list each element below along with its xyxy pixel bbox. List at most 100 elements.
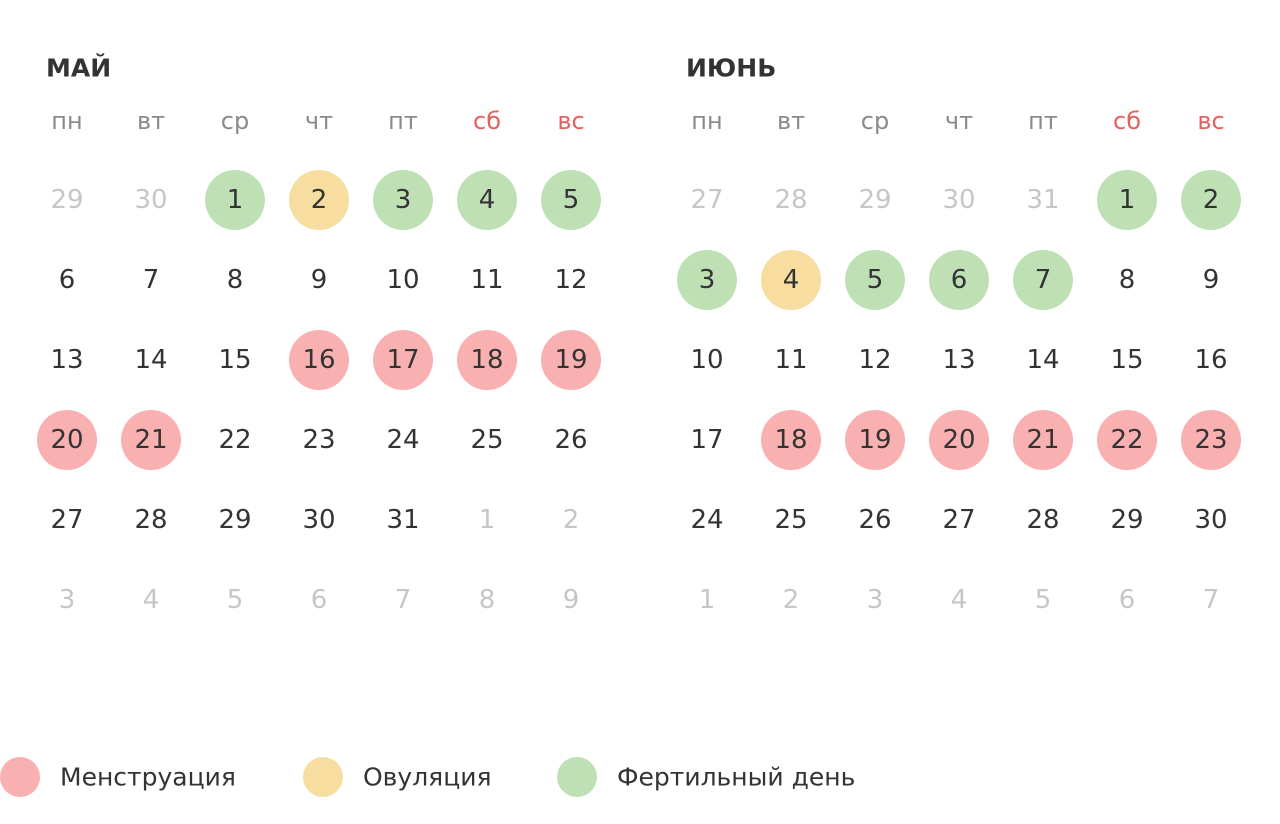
day-highlight: [1013, 410, 1073, 470]
day-highlight: [761, 410, 821, 470]
day-number: 28: [1026, 505, 1059, 535]
day-highlight: [845, 410, 905, 470]
weekday-label: пн: [51, 107, 82, 135]
weekday-label: ср: [221, 107, 249, 135]
day-number: 19: [554, 345, 587, 375]
day-number: 18: [470, 345, 503, 375]
day-number: 1: [227, 185, 244, 215]
day-number: 10: [690, 345, 723, 375]
weekday-label: чт: [945, 107, 973, 135]
day-number: 30: [1194, 505, 1227, 535]
day-number: 15: [218, 345, 251, 375]
day-number: 9: [311, 265, 328, 295]
weekday-label: вс: [1197, 107, 1224, 135]
day-highlight: [1013, 250, 1073, 310]
day-highlight: [205, 170, 265, 230]
day-number: 8: [479, 585, 496, 615]
day-number: 1: [1119, 185, 1136, 215]
day-number: 1: [699, 585, 716, 615]
day-number: 29: [50, 185, 83, 215]
weekday-label: вс: [557, 107, 584, 135]
day-number: 6: [951, 265, 968, 295]
day-number: 27: [690, 185, 723, 215]
day-number: 22: [218, 425, 251, 455]
day-number: 27: [942, 505, 975, 535]
day-number: 31: [386, 505, 419, 535]
weekday-label: ср: [861, 107, 889, 135]
day-number: 12: [554, 265, 587, 295]
weekday-label: сб: [1113, 107, 1141, 135]
day-number: 1: [479, 505, 496, 535]
day-number: 9: [1203, 265, 1220, 295]
day-highlight: [761, 250, 821, 310]
day-number: 23: [1194, 425, 1227, 455]
day-number: 14: [1026, 345, 1059, 375]
legend-label: Менструация: [60, 763, 236, 792]
legend-swatch: [0, 757, 40, 797]
day-highlight: [373, 170, 433, 230]
day-number: 7: [1203, 585, 1220, 615]
day-number: 8: [1119, 265, 1136, 295]
day-number: 15: [1110, 345, 1143, 375]
day-number: 12: [858, 345, 891, 375]
day-number: 2: [783, 585, 800, 615]
day-number: 7: [1035, 265, 1052, 295]
day-highlight: [541, 330, 601, 390]
month-title: МАЙ: [46, 54, 111, 83]
day-highlight: [541, 170, 601, 230]
day-number: 29: [218, 505, 251, 535]
day-number: 26: [858, 505, 891, 535]
day-number: 6: [59, 265, 76, 295]
day-highlight: [289, 330, 349, 390]
day-number: 3: [699, 265, 716, 295]
weekday-label: чт: [305, 107, 333, 135]
day-number: 26: [554, 425, 587, 455]
day-number: 11: [470, 265, 503, 295]
day-highlight: [373, 330, 433, 390]
day-number: 4: [951, 585, 968, 615]
day-number: 5: [867, 265, 884, 295]
weekday-label: сб: [473, 107, 501, 135]
day-number: 18: [774, 425, 807, 455]
day-highlight: [457, 330, 517, 390]
day-number: 24: [690, 505, 723, 535]
day-number: 9: [563, 585, 580, 615]
day-number: 3: [395, 185, 412, 215]
weekday-label: вт: [137, 107, 165, 135]
day-number: 16: [1194, 345, 1227, 375]
day-number: 30: [942, 185, 975, 215]
legend-label: Фертильный день: [617, 763, 855, 792]
day-number: 25: [774, 505, 807, 535]
day-number: 25: [470, 425, 503, 455]
month-title: ИЮНЬ: [686, 54, 776, 83]
day-number: 8: [227, 265, 244, 295]
day-highlight: [677, 250, 737, 310]
legend-label: Овуляция: [363, 763, 492, 792]
day-highlight: [1097, 410, 1157, 470]
day-highlight: [289, 170, 349, 230]
day-highlight: [1181, 170, 1241, 230]
legend-swatch: [303, 757, 343, 797]
day-number: 5: [227, 585, 244, 615]
day-number: 27: [50, 505, 83, 535]
day-number: 24: [386, 425, 419, 455]
day-number: 30: [302, 505, 335, 535]
legend-swatch: [557, 757, 597, 797]
day-number: 14: [134, 345, 167, 375]
day-number: 4: [479, 185, 496, 215]
day-number: 17: [690, 425, 723, 455]
day-highlight: [1097, 170, 1157, 230]
day-number: 2: [563, 505, 580, 535]
day-number: 21: [134, 425, 167, 455]
day-number: 23: [302, 425, 335, 455]
day-number: 7: [143, 265, 160, 295]
weekday-label: вт: [777, 107, 805, 135]
day-number: 28: [774, 185, 807, 215]
day-number: 16: [302, 345, 335, 375]
day-number: 30: [134, 185, 167, 215]
day-number: 11: [774, 345, 807, 375]
day-number: 17: [386, 345, 419, 375]
day-number: 22: [1110, 425, 1143, 455]
day-number: 20: [50, 425, 83, 455]
